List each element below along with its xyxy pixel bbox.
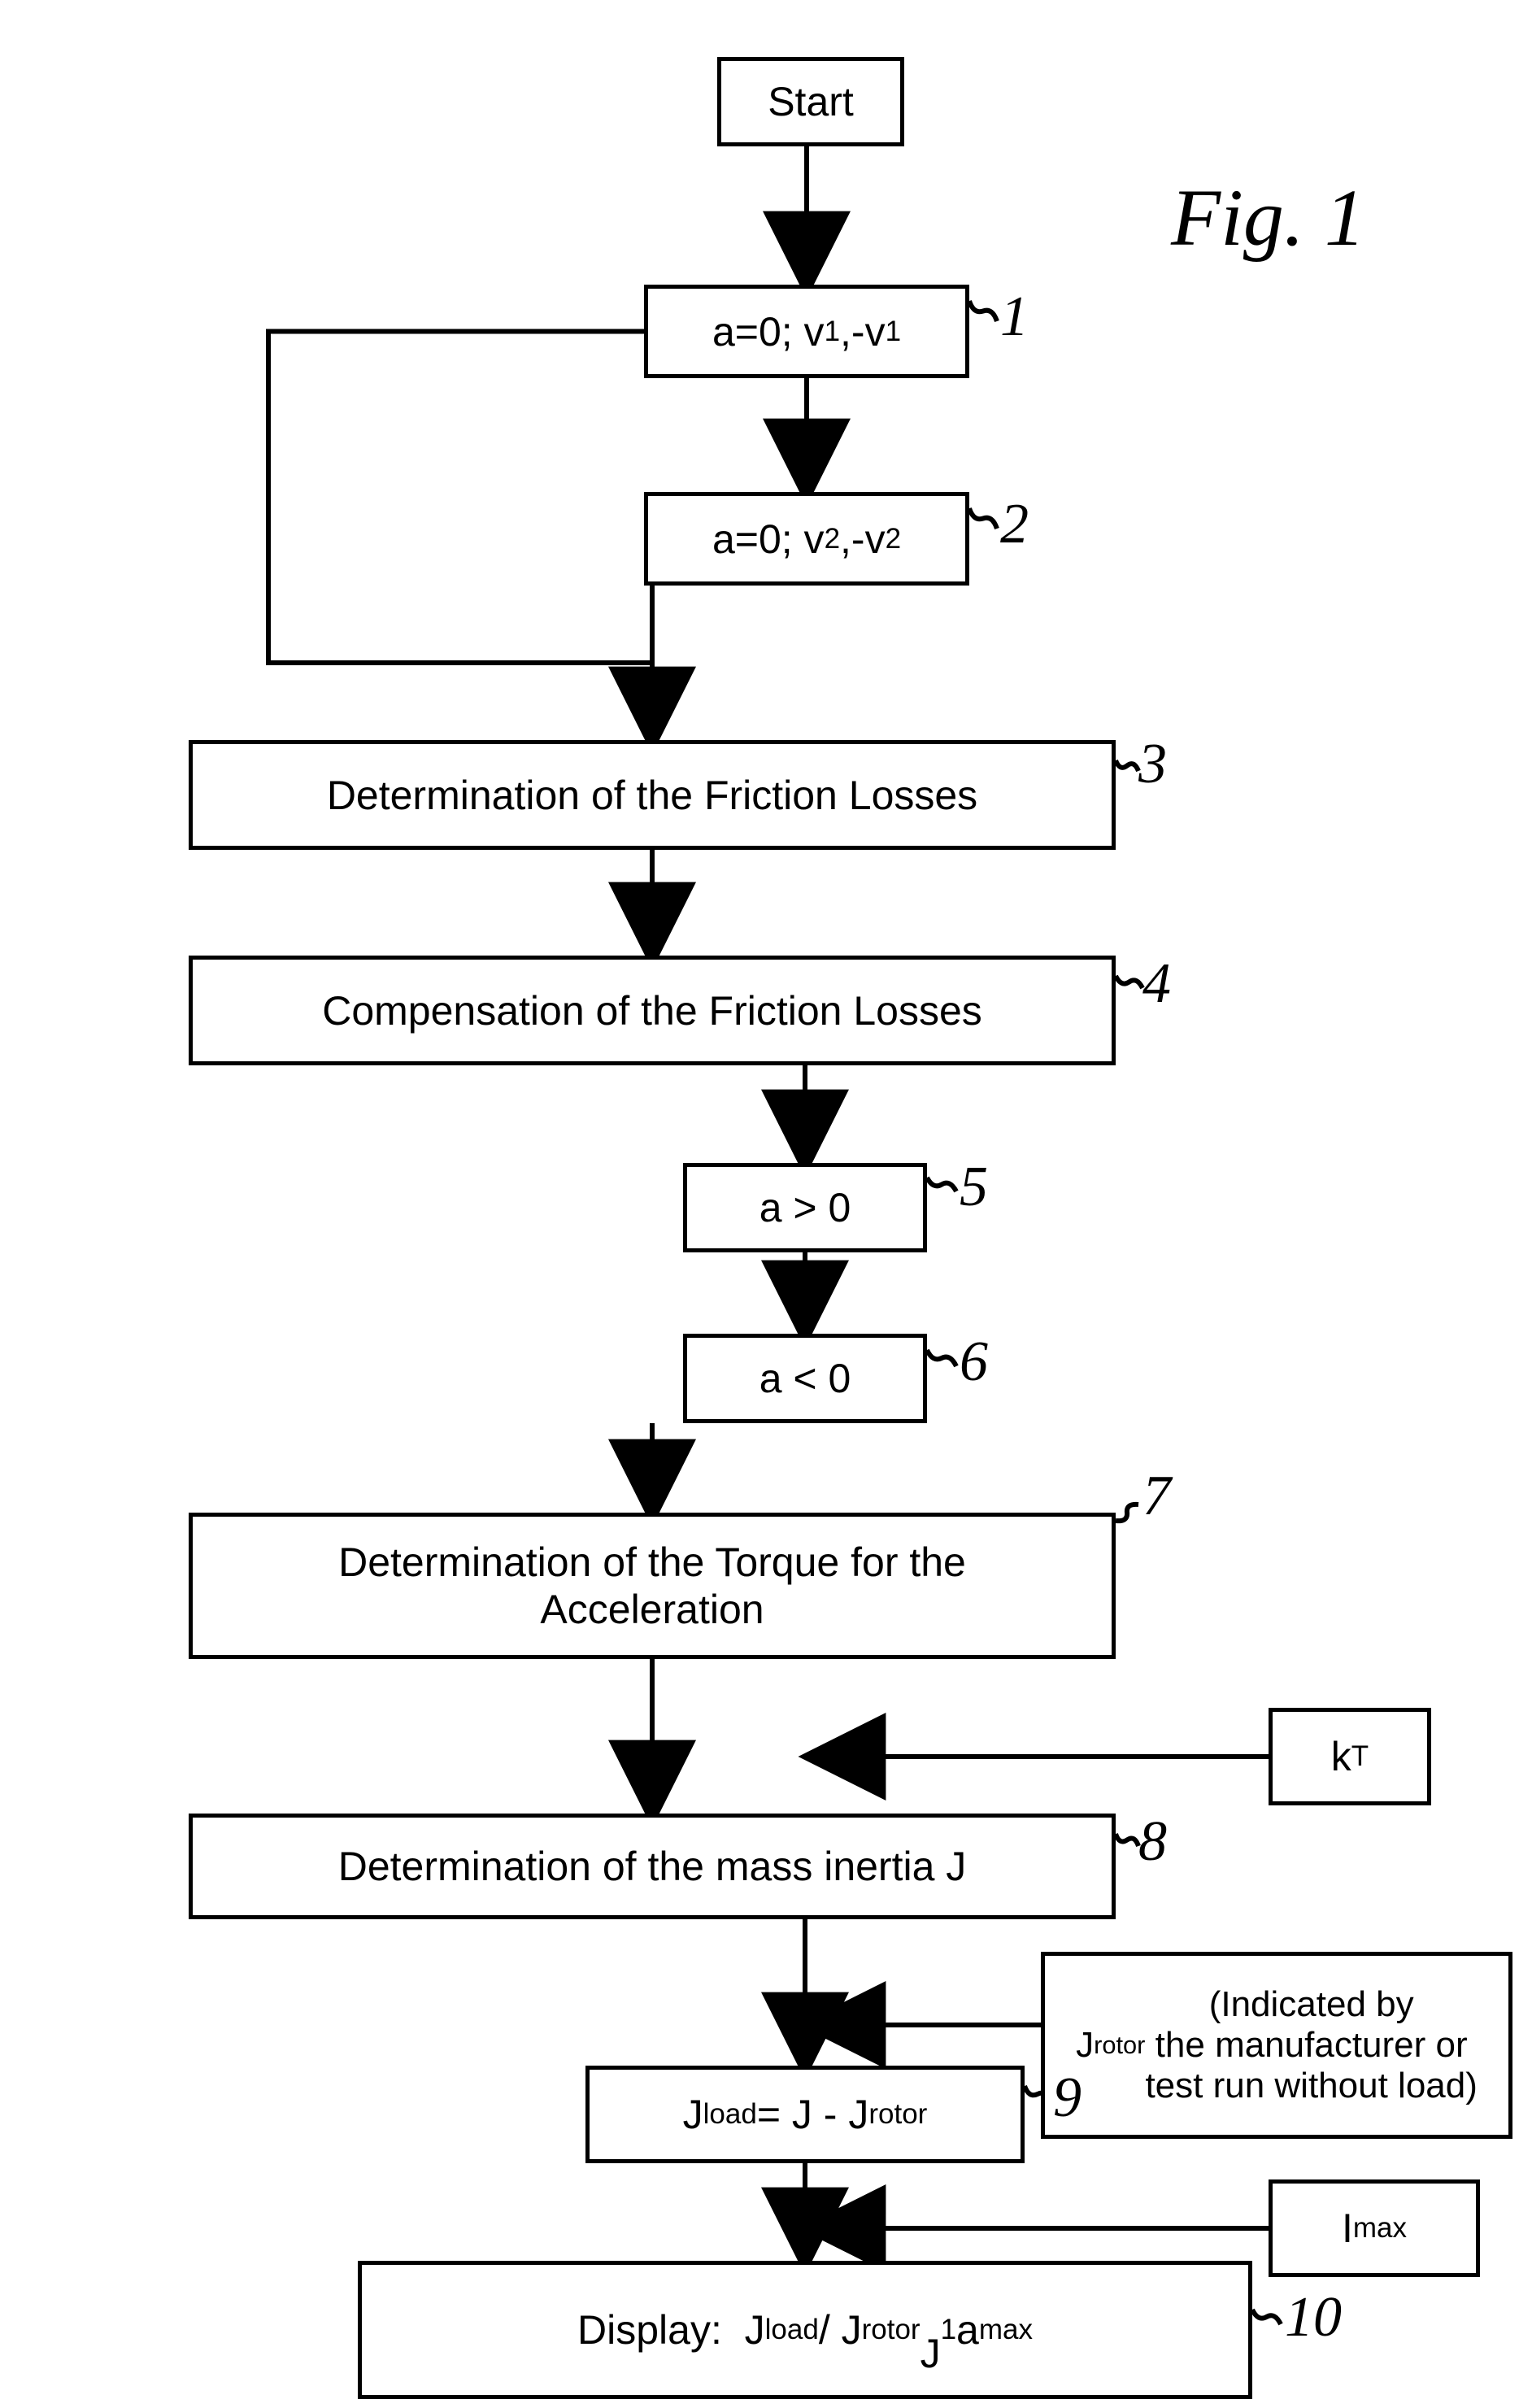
node-number-5: 5 (960, 1155, 988, 1220)
flowchart-node-imax: Imax (1269, 2179, 1480, 2277)
flowchart-node-n6: a < 0 (683, 1334, 927, 1423)
flowchart-node-start: Start (717, 57, 904, 146)
node-number-2: 2 (1000, 492, 1029, 557)
flowchart-node-n7: Determination of the Torque for theAccel… (189, 1513, 1116, 1659)
flowchart-node-n4: Compensation of the Friction Losses (189, 956, 1116, 1065)
flowchart-canvas: Fig. 1 Start a=0; v1,-v1 a=0; v2,-v2 Determ… (0, 0, 1532, 2408)
node-number-8: 8 (1138, 1809, 1167, 1875)
node-number-6: 6 (960, 1330, 988, 1395)
flowchart-node-kt: kT (1269, 1708, 1431, 1805)
flowchart-node-n10: Display: Jload / JrotorJ1 amax (358, 2261, 1252, 2399)
flowchart-node-n8: Determination of the mass inertia J (189, 1814, 1116, 1919)
flowchart-node-n1: a=0; v1,-v1 (644, 285, 969, 378)
node-number-9: 9 (1053, 2066, 1082, 2131)
node-number-1: 1 (1000, 285, 1029, 350)
flowchart-node-n2: a=0; v2,-v2 (644, 492, 969, 586)
node-number-3: 3 (1138, 732, 1167, 797)
flowchart-node-jrotor: Jrotor (Indicated bythe manufacturer ort… (1041, 1952, 1512, 2139)
node-number-7: 7 (1142, 1464, 1171, 1529)
flowchart-node-n9: Jload = J - Jrotor (585, 2066, 1025, 2163)
flowchart-node-n3: Determination of the Friction Losses (189, 740, 1116, 850)
node-number-10: 10 (1285, 2285, 1342, 2350)
flowchart-node-n5: a > 0 (683, 1163, 927, 1252)
figure-label: Fig. 1 (1171, 171, 1365, 264)
node-number-4: 4 (1142, 951, 1171, 1017)
